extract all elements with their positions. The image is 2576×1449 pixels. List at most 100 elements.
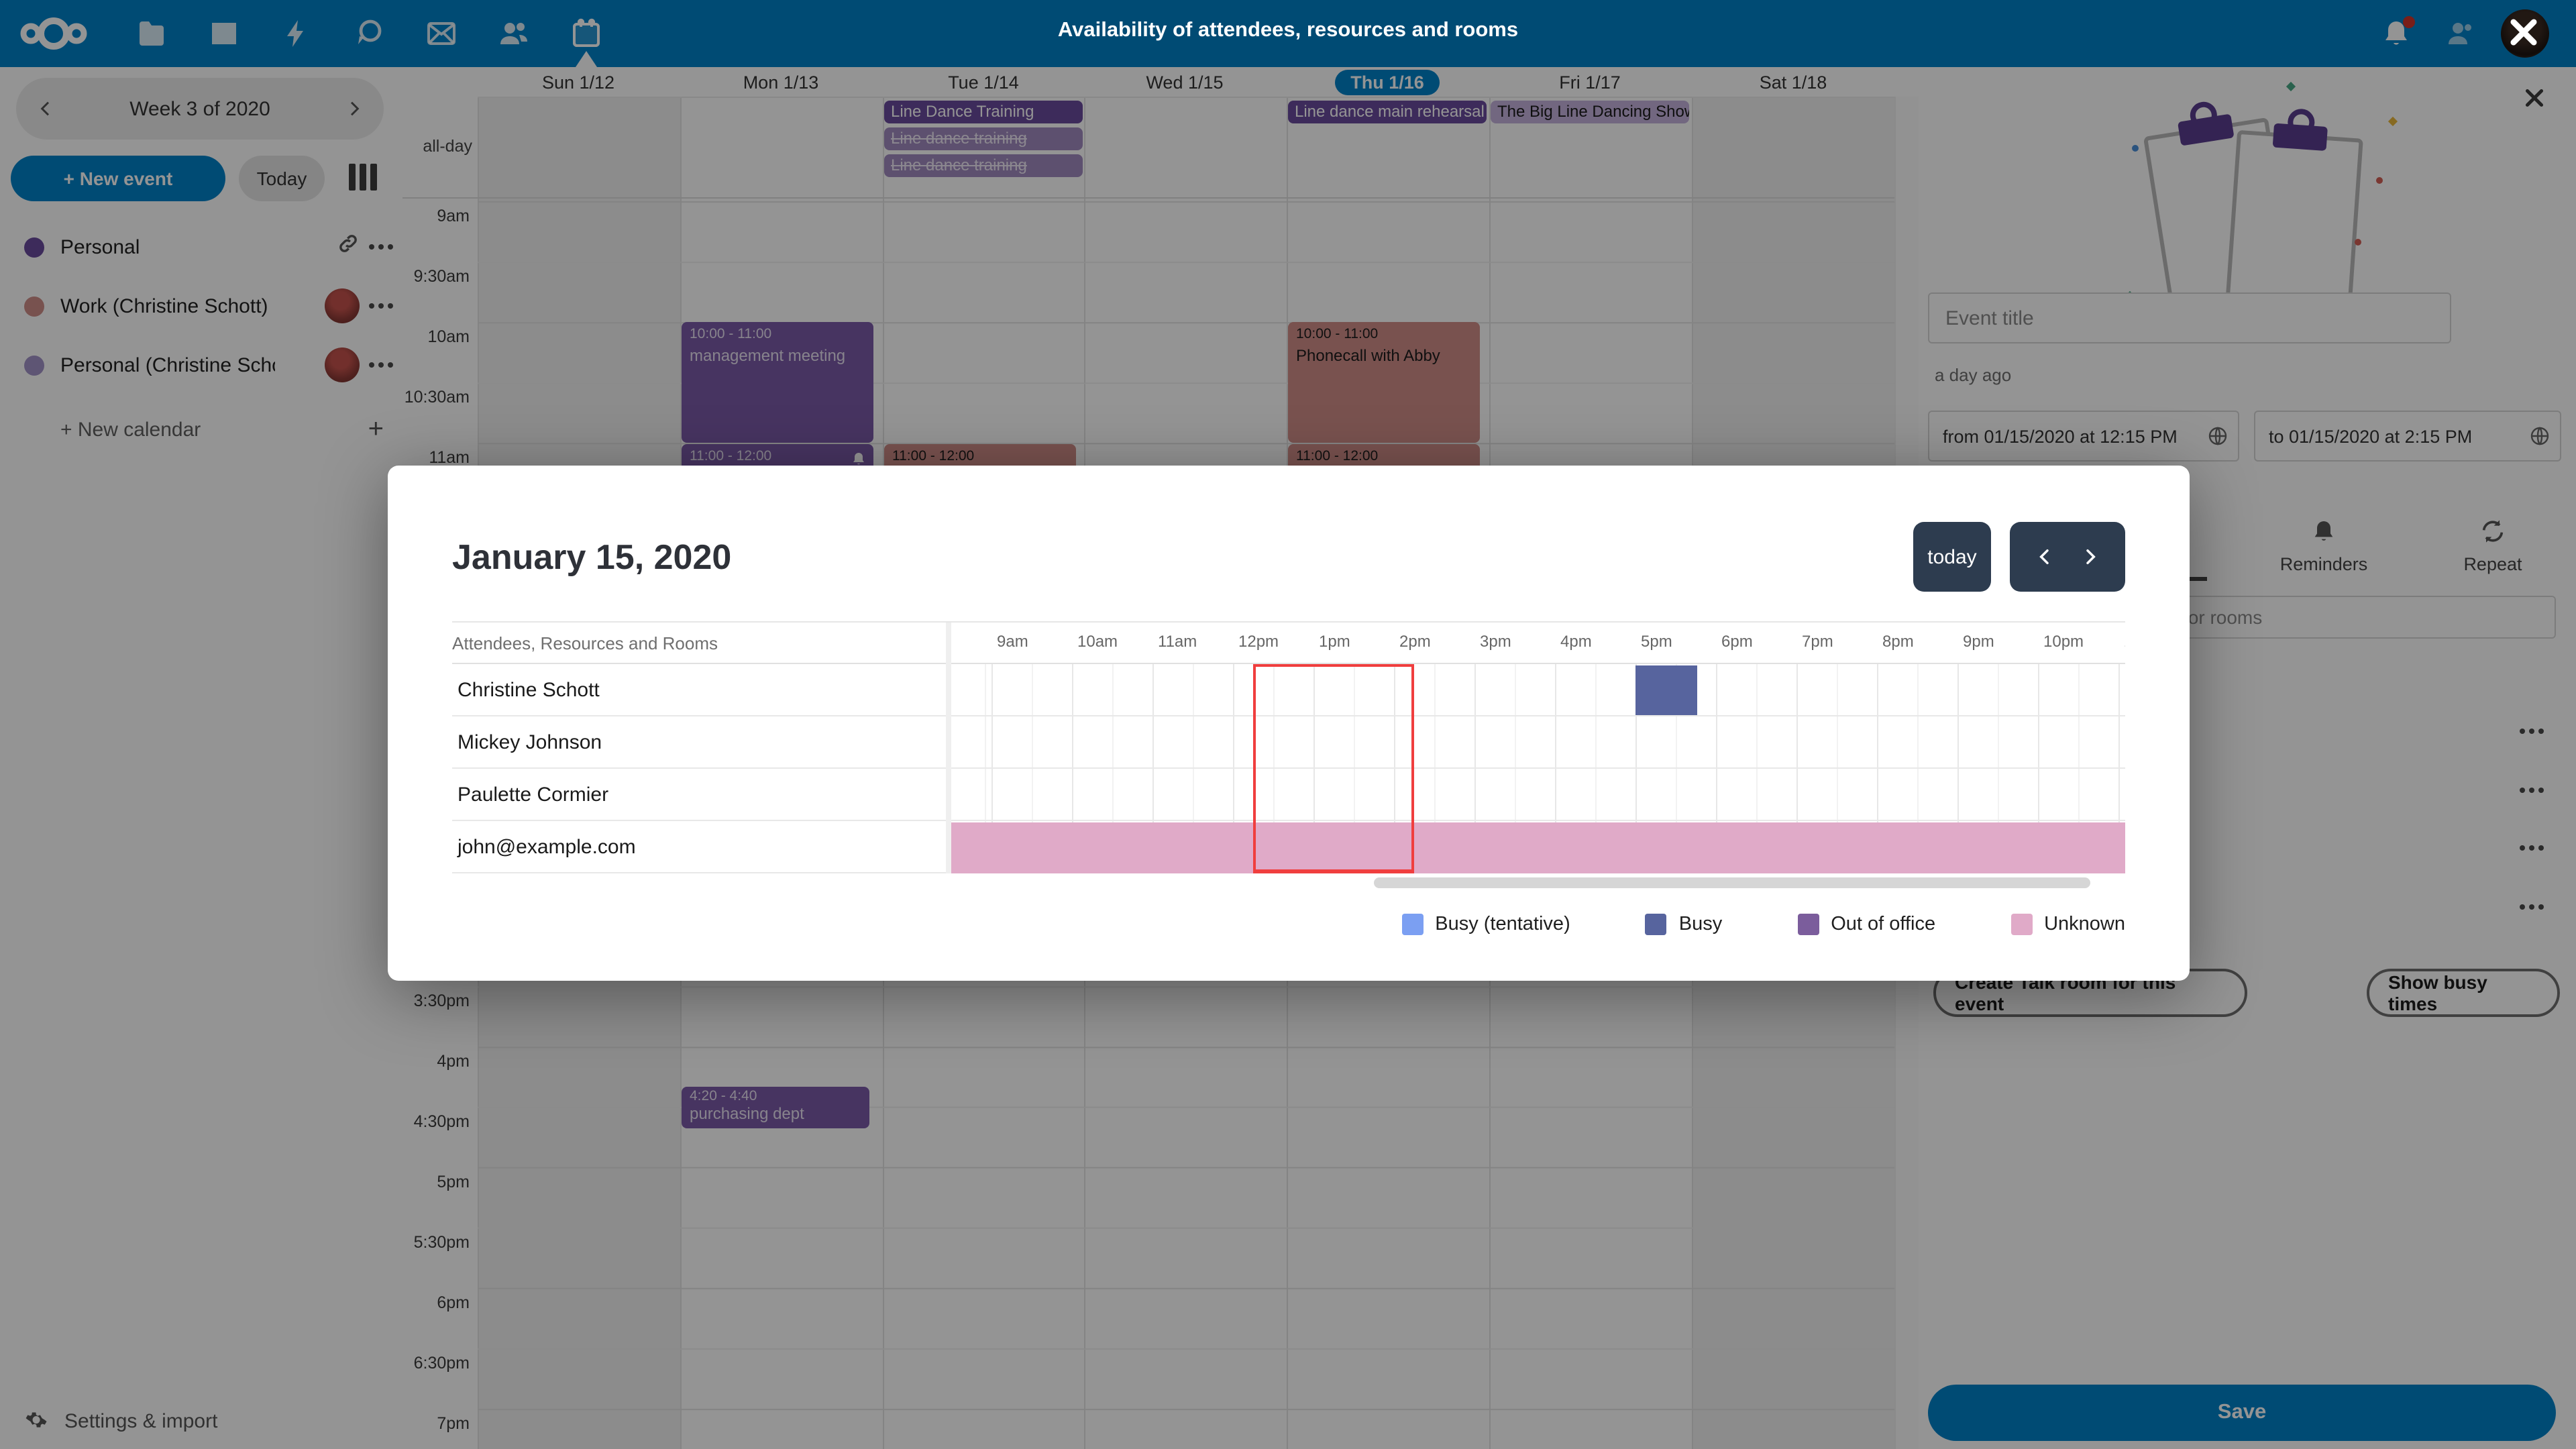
attendee-name: Mickey Johnson xyxy=(452,716,951,769)
attendee-row-menu[interactable] xyxy=(2512,828,2552,868)
calendar-actions-menu[interactable] xyxy=(378,303,384,309)
day-header[interactable]: Fri 1/17 xyxy=(1559,72,1621,92)
calendar-color-dot xyxy=(24,355,44,375)
legend-swatch-out-of-office xyxy=(1797,914,1819,935)
repeat-icon xyxy=(2482,520,2504,543)
attendee-row-menu[interactable] xyxy=(2512,711,2552,751)
calendar-name: Work (Christine Schott) xyxy=(60,294,268,317)
calendar-color-dot xyxy=(24,296,44,316)
previous-day-icon[interactable] xyxy=(2034,546,2055,568)
scrollbar-thumb[interactable] xyxy=(1374,877,2090,888)
allday-event[interactable]: Line dance main rehearsal xyxy=(1288,101,1487,123)
time-axis: 9am 10am 11am 12pm 1pm 2pm 3pm 4pm 5pm 6… xyxy=(997,632,2125,651)
attendee-row-menu[interactable] xyxy=(2512,887,2552,927)
show-busy-times-button[interactable]: Show busy times xyxy=(2367,969,2560,1017)
legend-swatch-unknown xyxy=(2010,914,2033,935)
allday-event[interactable]: The Big Line Dancing Show xyxy=(1491,101,1689,123)
save-button[interactable]: Save xyxy=(1928,1385,2556,1441)
modal-date-title: January 15, 2020 xyxy=(452,536,732,576)
mail-icon[interactable] xyxy=(425,17,458,50)
talk-icon[interactable] xyxy=(353,17,385,50)
tab-repeat[interactable]: Repeat xyxy=(2412,518,2573,574)
bell-icon xyxy=(2314,521,2333,541)
day-header-today[interactable]: Thu 1/16 xyxy=(1287,67,1488,97)
settings-and-import[interactable]: Settings & import xyxy=(24,1409,217,1433)
modal-close-icon[interactable] xyxy=(2506,15,2541,50)
unknown-availability-block xyxy=(951,822,2125,873)
owner-avatar xyxy=(325,347,360,382)
calendar-list-item[interactable]: Personal xyxy=(0,217,402,276)
tab-reminders[interactable]: Reminders xyxy=(2243,518,2404,574)
calendar-actions-menu[interactable] xyxy=(378,362,384,368)
files-icon[interactable] xyxy=(136,17,168,50)
notification-badge xyxy=(2403,16,2415,28)
attendee-name: Paulette Cormier xyxy=(452,769,951,821)
event-purchasing-dept[interactable]: 4:20 - 4:40 purchasing dept xyxy=(682,1087,869,1128)
new-event-button[interactable]: + New event xyxy=(11,156,225,201)
contacts-icon[interactable] xyxy=(498,17,530,50)
start-datetime-input[interactable] xyxy=(1928,411,2239,462)
nextcloud-logo-icon[interactable] xyxy=(19,17,89,50)
calendar-actions-menu[interactable] xyxy=(378,244,384,250)
attendee-name: john@example.com xyxy=(452,821,951,873)
modal-prev-next xyxy=(2010,522,2125,592)
active-app-indicator xyxy=(576,51,597,67)
calendar-name: Personal (Christine Scho…) xyxy=(60,354,275,376)
new-calendar-button[interactable]: + New calendar + xyxy=(60,414,384,443)
photos-icon[interactable] xyxy=(208,17,240,50)
modal-today-button[interactable]: today xyxy=(1913,522,1991,592)
allday-event-declined[interactable]: Line dance training xyxy=(884,154,1083,177)
attendee-name: Christine Schott xyxy=(452,664,951,716)
day-header[interactable]: Mon 1/13 xyxy=(743,72,819,92)
activity-icon[interactable] xyxy=(280,17,313,50)
calendar-color-dot xyxy=(24,237,44,257)
event-editor-sidebar: a day ago Attendees Reminders Repeat xyxy=(1919,67,2576,1449)
week-label: Week 3 of 2020 xyxy=(129,97,270,120)
calendar-name: Personal xyxy=(60,235,140,258)
gear-icon xyxy=(25,1412,47,1428)
day-header[interactable]: Wed 1/15 xyxy=(1146,72,1224,92)
notifications-bell-icon[interactable] xyxy=(2380,16,2415,50)
allday-event-declined[interactable]: Line dance training xyxy=(884,127,1083,150)
end-datetime-input[interactable] xyxy=(2254,411,2561,462)
modal-horizontal-scrollbar[interactable] xyxy=(951,873,2125,892)
legend-swatch-busy xyxy=(1645,914,1667,935)
availability-legend: Busy (tentative) Busy Out of office Unkn… xyxy=(452,914,2125,935)
event-management-meeting[interactable]: 10:00 - 11:00 management meeting xyxy=(682,322,873,443)
calendar-list-item[interactable]: Work (Christine Schott) xyxy=(0,276,402,335)
contacts-menu-icon[interactable] xyxy=(2445,17,2477,50)
top-bar xyxy=(0,0,2576,67)
last-modified-label: a day ago xyxy=(1935,365,2012,385)
view-mode-icon[interactable] xyxy=(349,164,377,191)
modal-window-title: Availability of attendees, resources and… xyxy=(1057,19,1519,42)
reminder-bell-icon xyxy=(851,449,867,466)
timezone-globe-icon[interactable] xyxy=(2207,425,2229,447)
attendee-row-menu[interactable] xyxy=(2512,770,2552,810)
share-link-icon[interactable] xyxy=(337,232,360,262)
calendar-app-icon[interactable] xyxy=(570,17,602,50)
start-datetime-field[interactable] xyxy=(1928,411,2239,462)
allday-label: all-day xyxy=(423,137,472,156)
next-day-icon[interactable] xyxy=(2080,546,2101,568)
calendar-left-sidebar: Week 3 of 2020 + New event Today Persona… xyxy=(0,67,404,1449)
busy-block xyxy=(1635,665,1697,715)
legend-swatch-busy-tentative xyxy=(1401,914,1424,935)
allday-event[interactable]: Line Dance Training xyxy=(884,101,1083,123)
week-navigation: Week 3 of 2020 xyxy=(16,78,384,140)
selected-timespan-outline[interactable] xyxy=(1253,664,1414,873)
plus-icon: + xyxy=(368,414,384,443)
event-title-input[interactable] xyxy=(1928,292,2451,343)
event-phonecall-with-abby[interactable]: 10:00 - 11:00 Phonecall with Abby xyxy=(1288,322,1480,443)
day-header[interactable]: Sun 1/12 xyxy=(541,72,615,92)
availability-grid[interactable] xyxy=(951,664,2125,873)
today-button[interactable]: Today xyxy=(239,156,325,201)
previous-week-button[interactable] xyxy=(35,98,56,119)
end-datetime-field[interactable] xyxy=(2254,411,2561,462)
next-week-button[interactable] xyxy=(343,98,365,119)
calendar-list-item[interactable]: Personal (Christine Scho…) xyxy=(0,335,402,394)
day-header[interactable]: Sat 1/18 xyxy=(1759,72,1827,92)
close-sidebar-icon[interactable] xyxy=(2522,86,2546,110)
timezone-globe-icon[interactable] xyxy=(2529,425,2551,447)
day-header[interactable]: Tue 1/14 xyxy=(948,72,1019,92)
